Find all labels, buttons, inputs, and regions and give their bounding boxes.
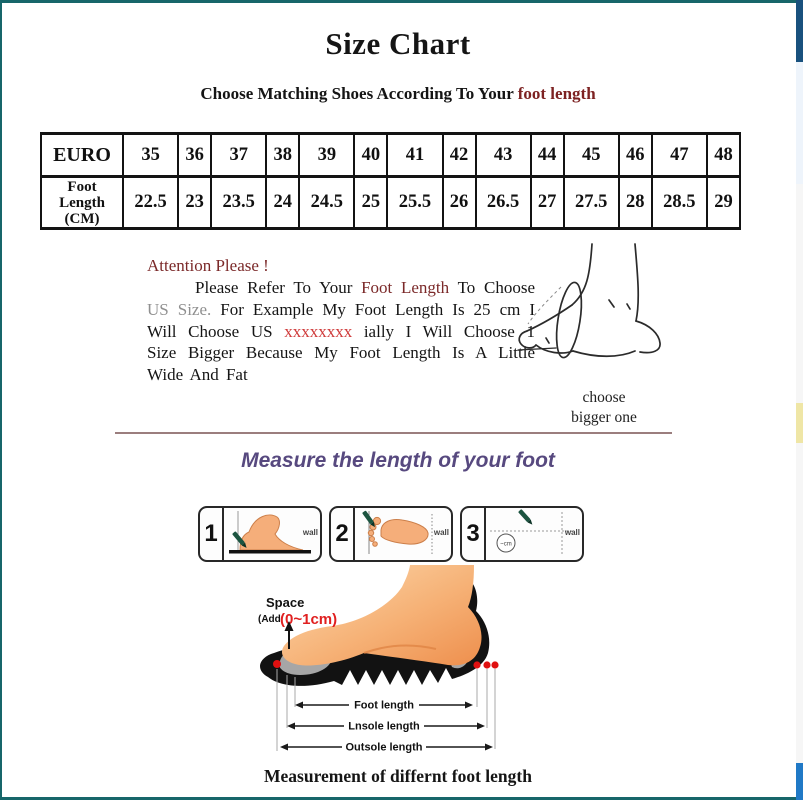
foot-sketch-illustration [517,243,661,359]
euro-size-cell: 46 [617,132,653,178]
foot-shape [281,565,482,666]
right-strip-navy-segment [796,0,803,62]
foot-length-cell: 27 [529,175,565,230]
top-border [0,0,803,3]
euro-size-cell: 36 [177,132,213,178]
redacted-text: xxxxxxxx [284,321,353,341]
up-arrow-icon [284,621,294,631]
right-strip-yellow-segment [796,403,803,443]
foot-length-cell: 25.5 [386,175,444,230]
foot-length-cell: 24 [265,175,301,230]
measure-section-heading: Measure the length of your foot [241,449,555,472]
euro-size-cell: 41 [386,132,444,178]
attention-text: ially I Will Choose 1 Size Bigger Becaus… [147,321,535,385]
euro-size-cell: 40 [353,132,389,178]
choose-caption-line2: bigger one [571,409,637,426]
bottom-caption: Measurement of differnt foot length [264,766,532,786]
foot-length-row: Foot Length (CM) 22.5 23 23.5 24 24.5 25 25.5 2… [40,175,742,230]
step-number: 3 [462,508,486,560]
step-panel-2: 2 wall [329,506,453,562]
foot-length-header-cell: Foot Length (CM) [40,175,124,230]
left-border [0,0,2,800]
foot-length-cell: 23.5 [210,175,268,230]
euro-header-cell: EURO [40,132,124,178]
foot-length-cell: 24.5 [298,175,356,230]
foot-length-cell: 29 [705,175,742,230]
insole-length-label: Lnsole length [348,721,420,733]
heel-dot-1 [473,661,481,669]
step-3-illustration: ~cm wall [486,508,582,560]
size-table: EURO 35 36 37 38 39 40 41 42 43 44 45 46 47 48 Foot L… [40,132,742,230]
euro-size-cell: 37 [210,132,268,178]
page-title: Size Chart [325,26,471,61]
subtitle-highlight: foot length [517,84,596,103]
euro-size-cell: 38 [265,132,301,178]
foot-length-cell: 28.5 [650,175,708,230]
step-number: 1 [200,508,224,560]
euro-size-cell: 43 [474,132,532,178]
right-edge-strip [796,0,803,800]
step-panel-3: 3 ~cm wall [460,506,584,562]
measuring-steps: 1 wall 2 [198,506,584,562]
space-value-label: (0~1cm) [280,611,337,628]
foot-measurement-diagram: Space (Add (0~1cm) [258,565,499,754]
foot-sole-icon [362,510,433,554]
euro-size-cell: 42 [441,132,477,178]
wall-label: wall [564,528,580,537]
foot-length-cell: 22.5 [121,175,180,230]
euro-size-cell: 35 [121,132,180,178]
step-panel-1: 1 wall [198,506,322,562]
foot-length-highlight: Foot Length [361,278,450,297]
choose-bigger-caption: choose bigger one [540,388,668,428]
euro-size-cell: 44 [529,132,565,178]
euro-size-cell: 48 [705,132,742,178]
foot-length-label: Foot length [354,700,414,712]
choose-caption-line1: choose [582,389,626,406]
euro-size-cell: 45 [562,132,620,178]
us-size-text: US Size. [147,299,212,319]
step-number: 2 [331,508,355,560]
right-strip-blue-segment [796,763,803,800]
right-strip-lightblue-segment [796,62,803,184]
attention-paragraph: Please Refer To Your Foot Length To Choo… [147,277,535,386]
attention-text: For Example My Foot Length Is 25 cm I Wi… [147,299,535,341]
step-2-illustration: wall [355,508,451,560]
subtitle-text: Choose Matching Shoes According To Your [200,84,518,103]
foot-length-cell: 26.5 [474,175,532,230]
foot-against-wall-icon [229,511,311,554]
euro-size-cell: 47 [650,132,708,178]
subtitle: Choose Matching Shoes According To Your … [0,84,796,104]
space-add-label: (Add [258,614,281,625]
euro-size-row: EURO 35 36 37 38 39 40 41 42 43 44 45 46 47 48 [40,132,742,178]
euro-size-cell: 39 [298,132,356,178]
section-divider [115,432,672,434]
attention-block: Attention Please ! Please Refer To Your … [147,256,535,386]
step-1-illustration: wall [224,508,320,560]
measure-distance-icon: ~cm [490,509,574,554]
foot-length-cell: 23 [177,175,213,230]
space-label: Space [266,595,304,610]
toe-dot [273,660,281,668]
bottom-border [0,797,803,800]
foot-length-cell: 26 [441,175,477,230]
attention-heading: Attention Please ! [147,256,269,275]
outsole-length-label: Outsole length [346,742,423,754]
heel-dot-3 [491,661,499,669]
wall-label: wall [433,528,449,537]
foot-length-cell: 25 [353,175,389,230]
heel-dot-2 [483,661,491,669]
wall-label: wall [302,528,318,537]
attention-text: To Choose [449,278,535,297]
cm-circle-label: ~cm [500,542,512,548]
foot-length-cell: 27.5 [562,175,620,230]
attention-text: Please Refer To Your [195,278,362,297]
foot-length-cell: 28 [617,175,653,230]
